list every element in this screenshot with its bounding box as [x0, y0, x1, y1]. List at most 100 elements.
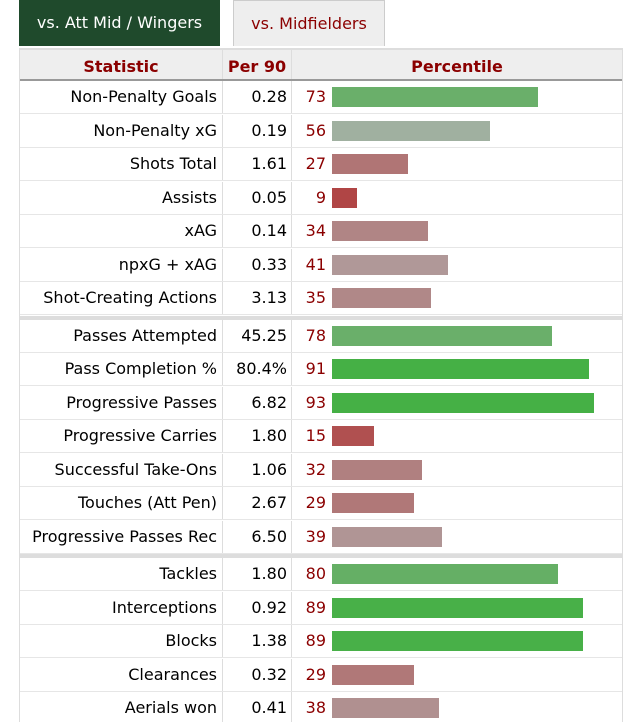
- scouting-report-table: Statistic Per 90 Percentile Non-Penalty …: [19, 48, 623, 722]
- percentile-value: 73: [305, 87, 326, 106]
- percentile-value: 35: [305, 288, 326, 307]
- percentile-value: 15: [305, 426, 326, 445]
- percentile-bar: [332, 359, 589, 379]
- percentile-value: 39: [305, 526, 326, 546]
- table-row: Touches (Att Pen) 2.67 29: [20, 487, 622, 520]
- percentile-bar: [332, 664, 414, 685]
- table-row: Pass Completion % 80.4% 91: [20, 353, 622, 386]
- percentile-value: 80: [305, 564, 326, 583]
- percentile-bar: [332, 631, 583, 651]
- percentile-value: 32: [305, 459, 326, 479]
- percentile-bar: [332, 698, 439, 718]
- per90-value: 80.4%: [223, 353, 292, 385]
- table-row: Blocks 1.38 89: [20, 625, 622, 658]
- statistic-name: Touches (Att Pen): [20, 487, 223, 519]
- statistic-name: Shot-Creating Actions: [20, 282, 223, 314]
- per90-value: 6.82: [223, 386, 292, 419]
- percentile-cell: 93: [292, 387, 622, 419]
- per90-value: 1.06: [223, 453, 292, 486]
- statistic-name: Aerials won: [20, 692, 223, 722]
- statistic-name: Assists: [20, 181, 223, 214]
- header-percentile[interactable]: Percentile: [411, 57, 503, 76]
- per90-value: 1.38: [223, 625, 292, 657]
- table-row: Shots Total 1.61 27: [20, 148, 622, 181]
- per90-value: 0.28: [223, 81, 292, 113]
- percentile-value: 27: [305, 154, 326, 173]
- percentile-cell: 78: [292, 320, 622, 352]
- table-row: Shot-Creating Actions 3.13 35: [20, 282, 622, 315]
- percentile-bar: [332, 154, 408, 174]
- percentile-value: 89: [305, 631, 326, 650]
- per90-value: 45.25: [223, 319, 292, 352]
- percentile-value: 41: [305, 254, 326, 274]
- percentile-bar: [332, 187, 357, 208]
- percentile-bar: [332, 564, 558, 584]
- per90-value: 0.05: [223, 181, 292, 214]
- tab-vs-midfielders[interactable]: vs. Midfielders: [233, 0, 385, 46]
- per90-value: 0.92: [223, 591, 292, 624]
- percentile-bar: [332, 221, 428, 241]
- percentile-bar: [332, 459, 422, 480]
- table-row: Non-Penalty xG 0.19 56: [20, 114, 622, 148]
- percentile-value: 34: [305, 221, 326, 240]
- percentile-value: 29: [305, 493, 326, 512]
- percentile-cell: 73: [292, 81, 622, 113]
- percentile-cell: 38: [292, 692, 622, 722]
- percentile-cell: 29: [292, 487, 622, 519]
- percentile-bar: [332, 597, 583, 618]
- percentile-bar: [332, 87, 538, 107]
- per90-value: 1.80: [223, 558, 292, 590]
- statistic-name: Progressive Passes: [20, 386, 223, 419]
- statistic-name: Non-Penalty Goals: [20, 81, 223, 113]
- percentile-value: 91: [305, 359, 326, 378]
- statistic-name: Shots Total: [20, 148, 223, 180]
- statistic-name: Tackles: [20, 558, 223, 590]
- percentile-bar: [332, 254, 448, 275]
- percentile-value: 38: [305, 698, 326, 717]
- statistic-name: xAG: [20, 215, 223, 247]
- per90-value: 6.50: [223, 520, 292, 553]
- group-separator: [20, 315, 622, 320]
- percentile-cell: 9: [292, 182, 622, 214]
- statistic-name: Non-Penalty xG: [20, 114, 223, 147]
- per90-value: 2.67: [223, 487, 292, 519]
- per90-value: 1.80: [223, 420, 292, 452]
- table-row: Assists 0.05 9: [20, 181, 622, 215]
- percentile-cell: 89: [292, 625, 622, 657]
- table-row: Aerials won 0.41 38: [20, 692, 622, 722]
- statistic-name: Progressive Passes Rec: [20, 520, 223, 553]
- percentile-bar: [332, 426, 374, 446]
- statistic-name: Progressive Carries: [20, 420, 223, 452]
- percentile-bar: [332, 288, 431, 308]
- percentile-bar: [332, 120, 490, 141]
- statistic-name: Pass Completion %: [20, 353, 223, 385]
- per90-value: 1.61: [223, 148, 292, 180]
- percentile-bar: [332, 493, 414, 513]
- header-per90[interactable]: Per 90: [223, 50, 292, 79]
- percentile-cell: 80: [292, 558, 622, 590]
- percentile-bar: [332, 526, 442, 547]
- statistic-name: Interceptions: [20, 591, 223, 624]
- table-row: xAG 0.14 34: [20, 215, 622, 248]
- table-row: Progressive Passes 6.82 93: [20, 386, 622, 420]
- percentile-cell: 15: [292, 420, 622, 452]
- percentile-value: 29: [305, 664, 326, 684]
- table-row: Non-Penalty Goals 0.28 73: [20, 81, 622, 114]
- percentile-cell: 91: [292, 353, 622, 385]
- per90-value: 0.32: [223, 658, 292, 691]
- per90-value: 0.19: [223, 114, 292, 147]
- percentile-cell: 32: [292, 454, 622, 486]
- tab-vs-att-mid-wingers[interactable]: vs. Att Mid / Wingers: [19, 0, 220, 46]
- header-statistic[interactable]: Statistic: [20, 50, 223, 79]
- percentile-cell: 41: [292, 249, 622, 281]
- table-row: npxG + xAG 0.33 41: [20, 248, 622, 282]
- per90-value: 0.14: [223, 215, 292, 247]
- percentile-cell: 56: [292, 115, 622, 147]
- statistic-name: Clearances: [20, 658, 223, 691]
- percentile-value: 93: [305, 392, 326, 412]
- per90-value: 0.41: [223, 692, 292, 722]
- comparison-tabs: vs. Att Mid / Wingers vs. Midfielders: [0, 0, 642, 48]
- percentile-bar: [332, 392, 594, 413]
- table-row: Successful Take-Ons 1.06 32: [20, 453, 622, 487]
- statistic-name: npxG + xAG: [20, 248, 223, 281]
